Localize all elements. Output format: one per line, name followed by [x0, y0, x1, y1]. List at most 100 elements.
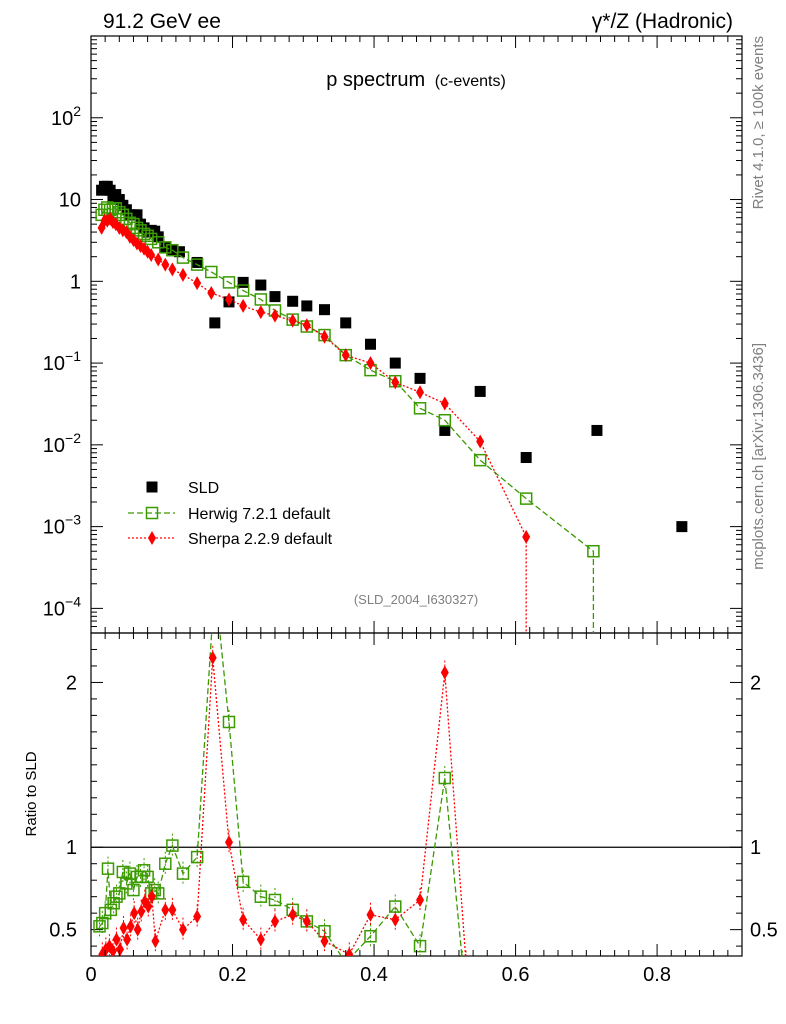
herwig-ratio-point [127, 883, 140, 897]
legend-marker-herwig [145, 506, 159, 520]
herwig-ratio-point [364, 929, 377, 943]
herwig-ratio-point [101, 862, 115, 875]
data-point [340, 317, 352, 329]
herwig-ratio-point [438, 771, 452, 785]
sherpa-point [522, 529, 531, 544]
herwig-point [141, 229, 154, 243]
ratio-series [93, 633, 468, 968]
ratio-y-tick-label-right: 2 [750, 672, 761, 694]
ratio-plot-frame [90, 632, 743, 957]
y-tick-label-exp: −2 [65, 430, 81, 446]
y-tick-label: 10 [59, 190, 81, 212]
ratio-ylabel: Ratio to SLD [23, 751, 40, 836]
herwig-ratio-point [134, 870, 147, 884]
sherpa-line [101, 218, 527, 633]
sherpa-ratio-point [302, 914, 311, 929]
legend-label-sherpa: Sherpa 2.2.9 default [188, 531, 333, 548]
herwig-point [222, 276, 236, 289]
y-tick-label: 102 [51, 103, 81, 130]
ratio-y-tick-label-left: 2 [66, 672, 77, 694]
data-point [591, 424, 603, 436]
herwig-ratio-point [176, 867, 190, 880]
sherpa-ratio-point [239, 912, 248, 927]
data-point [287, 295, 299, 307]
herwig-ratio-point [141, 870, 154, 884]
plot-title-sub: (c-events) [435, 73, 506, 90]
ratio-y-tick-label-right: 1 [750, 837, 761, 859]
sherpa-ratio-point [320, 934, 329, 949]
sherpa-ratio-point [108, 944, 117, 956]
data-point [191, 256, 203, 268]
sherpa-ratio-point [178, 922, 187, 937]
sherpa-point [193, 276, 202, 291]
plot-title-main: p spectrum [326, 69, 425, 91]
sherpa-ratio-point [224, 835, 233, 850]
ratio-y-tick-label-right: 0.5 [750, 920, 778, 942]
herwig-point [113, 205, 126, 219]
sherpa-ratio-point [440, 665, 449, 680]
x-tick-label: 0.2 [219, 964, 247, 986]
sherpa-ratio-point [151, 934, 160, 949]
sherpa-point [178, 267, 187, 282]
sherpa-ratio-point [465, 955, 467, 956]
herwig-ratio-point [222, 715, 236, 729]
sherpa-point [239, 298, 248, 313]
herwig-ratio-point [457, 957, 468, 968]
sherpa-point [320, 329, 329, 344]
sherpa-point [288, 313, 297, 328]
data-point [319, 304, 331, 316]
herwig-ratio-point [254, 890, 268, 903]
y-tick-label-exp: −1 [65, 348, 81, 364]
sherpa-point [476, 434, 485, 449]
y-tick-label-base: 1 [70, 271, 81, 293]
herwig-ratio-point [340, 957, 351, 968]
y-tick-label-base: 10 [43, 435, 65, 457]
legend-marker-sherpa [148, 531, 156, 545]
sherpa-ratio-point [98, 947, 107, 956]
sherpa-point [270, 308, 279, 323]
sherpa-ratio-point [270, 914, 279, 929]
sherpa-point [147, 247, 156, 262]
data-point [269, 291, 281, 303]
herwig-point [413, 402, 427, 415]
sherpa-ratio-point [116, 942, 125, 956]
ratio-axes: 0.5 0.5 1 1 2 2 [49, 632, 778, 947]
herwig-point [587, 544, 600, 558]
sherpa-ratio-point [133, 922, 142, 937]
legend: SLD Herwig 7.2.1 default Sherpa 2.2.9 defa… [128, 480, 333, 548]
herwig-point [438, 413, 452, 427]
herwig-ratio-point [96, 916, 109, 930]
y-tick-label-base: 10 [51, 108, 73, 130]
herwig-ratio-point [104, 903, 118, 917]
herwig-point [159, 241, 172, 254]
y-tick-label: 1 [70, 271, 81, 293]
herwig-point [109, 202, 123, 215]
herwig-ratio-point [110, 890, 123, 903]
sherpa-ratio-point [147, 889, 156, 904]
sherpa-ratio-point [256, 932, 265, 947]
mcplots-label: mcplots.cern.ch [arXiv:1306.3436] [750, 343, 767, 570]
herwig-point [519, 492, 533, 505]
y-tick-label-base: 10 [43, 598, 65, 620]
sherpa-ratio-point [391, 912, 400, 927]
y-tick-label-base: 10 [43, 517, 65, 539]
sherpa-ratio-point [366, 907, 375, 922]
sherpa-point [302, 318, 311, 333]
legend-label-herwig: Herwig 7.2.1 default [188, 506, 331, 523]
sherpa-ratio-line [101, 657, 467, 956]
x-axis: 0 0.2 0.4 0.6 0.8 [85, 633, 743, 986]
sherpa-ratio-point [168, 902, 177, 917]
herwig-point [190, 258, 204, 271]
sherpa-ratio-point [288, 907, 297, 922]
sherpa-ratio-point [137, 904, 146, 919]
data-point [104, 184, 116, 196]
sherpa-point [391, 375, 400, 390]
data-point [209, 317, 221, 329]
x-tick-label: 0.6 [502, 964, 530, 986]
herwig-ratio-point [268, 893, 282, 907]
data-point [389, 357, 401, 369]
header-right: γ*/Z (Hadronic) [592, 10, 733, 33]
y-tick-label: 10−2 [43, 430, 81, 457]
sherpa-ratio-point [345, 947, 354, 956]
